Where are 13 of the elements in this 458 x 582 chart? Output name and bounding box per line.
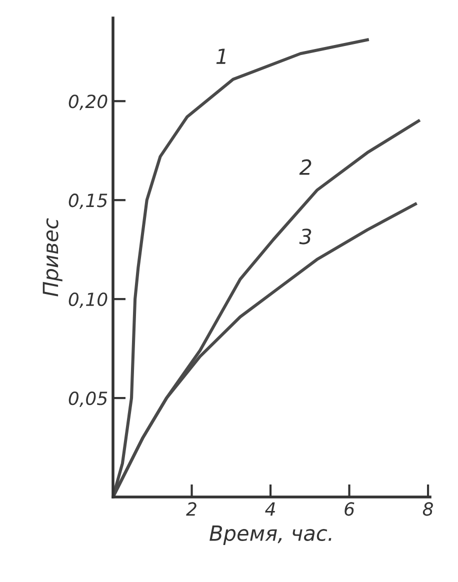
y-tick-label: 0,15: [68, 194, 108, 210]
y-axis-title: Привес: [42, 218, 62, 296]
y-tick-label: 0,05: [68, 391, 108, 407]
y-tick-label: 0,20: [68, 94, 108, 110]
y-tick-label: 0,10: [68, 292, 108, 308]
x-tick-label: 2: [186, 502, 196, 516]
x-tick-label: 4: [265, 502, 275, 516]
series-label: 1: [216, 48, 226, 64]
series-label: 3: [299, 228, 312, 244]
x-tick-label: 6: [344, 502, 354, 516]
x-axis-title: Время, час.: [210, 526, 332, 546]
x-tick-label: 8: [422, 502, 433, 516]
series-label: 2: [299, 159, 312, 175]
